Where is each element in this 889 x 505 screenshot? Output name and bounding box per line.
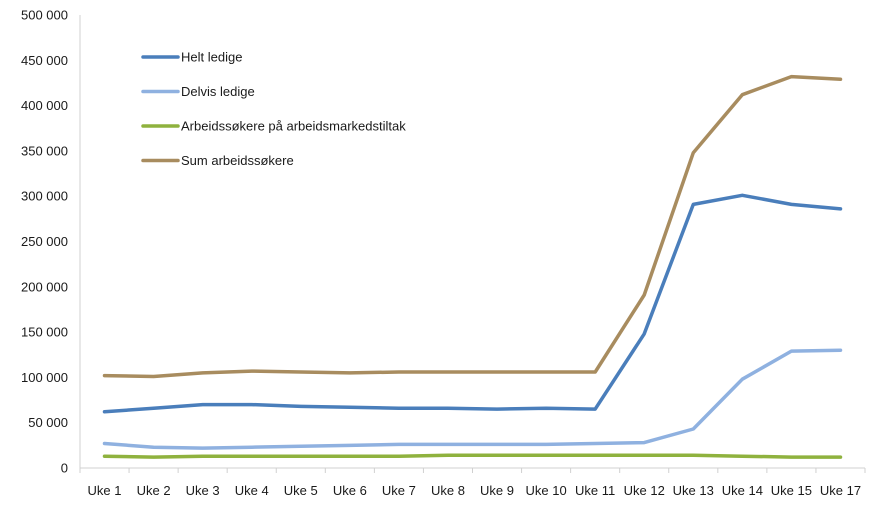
x-tick-label: Uke 12	[624, 483, 665, 498]
x-tick-label: Uke 17	[820, 483, 861, 498]
legend-label-1: Helt ledige	[181, 50, 242, 65]
x-tick-label: Uke 3	[186, 483, 220, 498]
series-line-3	[102, 453, 843, 459]
y-tick-label: 500 000	[21, 8, 68, 23]
x-tick-label: Uke 1	[88, 483, 122, 498]
legend-label-3: Arbeidssøkere på arbeidsmarkedstiltak	[181, 119, 406, 134]
x-axis-tick-labels: Uke 1 Uke 2 Uke 3 Uke 4 Uke 5 Uke 6 Uke 7 Uke 8…	[88, 483, 862, 498]
series-line-4	[102, 74, 843, 379]
x-tick-label: Uke 7	[382, 483, 416, 498]
x-tick-label: Uke 6	[333, 483, 367, 498]
x-axis-ticks	[79, 468, 866, 473]
y-tick-label: 100 000	[21, 370, 68, 385]
series-lines	[102, 74, 843, 459]
x-tick-label: Uke 2	[137, 483, 171, 498]
y-tick-label: 350 000	[21, 143, 68, 158]
legend-label-4: Sum arbeidssøkere	[181, 153, 294, 168]
y-tick-label: 50 000	[28, 415, 68, 430]
x-tick-label: Uke 11	[575, 483, 615, 498]
x-tick-label: Uke 4	[235, 483, 269, 498]
y-tick-label: 0	[61, 461, 68, 476]
legend-label-2: Delvis ledige	[181, 84, 255, 99]
y-tick-label: 250 000	[21, 234, 68, 249]
series-line-1	[102, 193, 843, 414]
x-tick-label: Uke 8	[431, 483, 465, 498]
y-tick-label: 150 000	[21, 325, 68, 340]
series-line-2	[102, 348, 843, 450]
x-tick-label: Uke 15	[771, 483, 812, 498]
y-tick-label: 400 000	[21, 98, 68, 113]
y-tick-label: 200 000	[21, 279, 68, 294]
x-tick-label: Uke 13	[673, 483, 714, 498]
legend: Helt ledige Delvis ledige Arbeidssøkere på…	[141, 50, 406, 168]
y-tick-label: 300 000	[21, 189, 68, 204]
x-tick-label: Uke 5	[284, 483, 318, 498]
y-tick-label: 450 000	[21, 53, 68, 68]
x-tick-label: Uke 10	[525, 483, 566, 498]
x-tick-label: Uke 9	[480, 483, 514, 498]
y-axis-tick-labels: 0 50 000 100 000 150 000 200 000 250 000 300 0…	[21, 8, 68, 476]
x-tick-label: Uke 14	[722, 483, 763, 498]
